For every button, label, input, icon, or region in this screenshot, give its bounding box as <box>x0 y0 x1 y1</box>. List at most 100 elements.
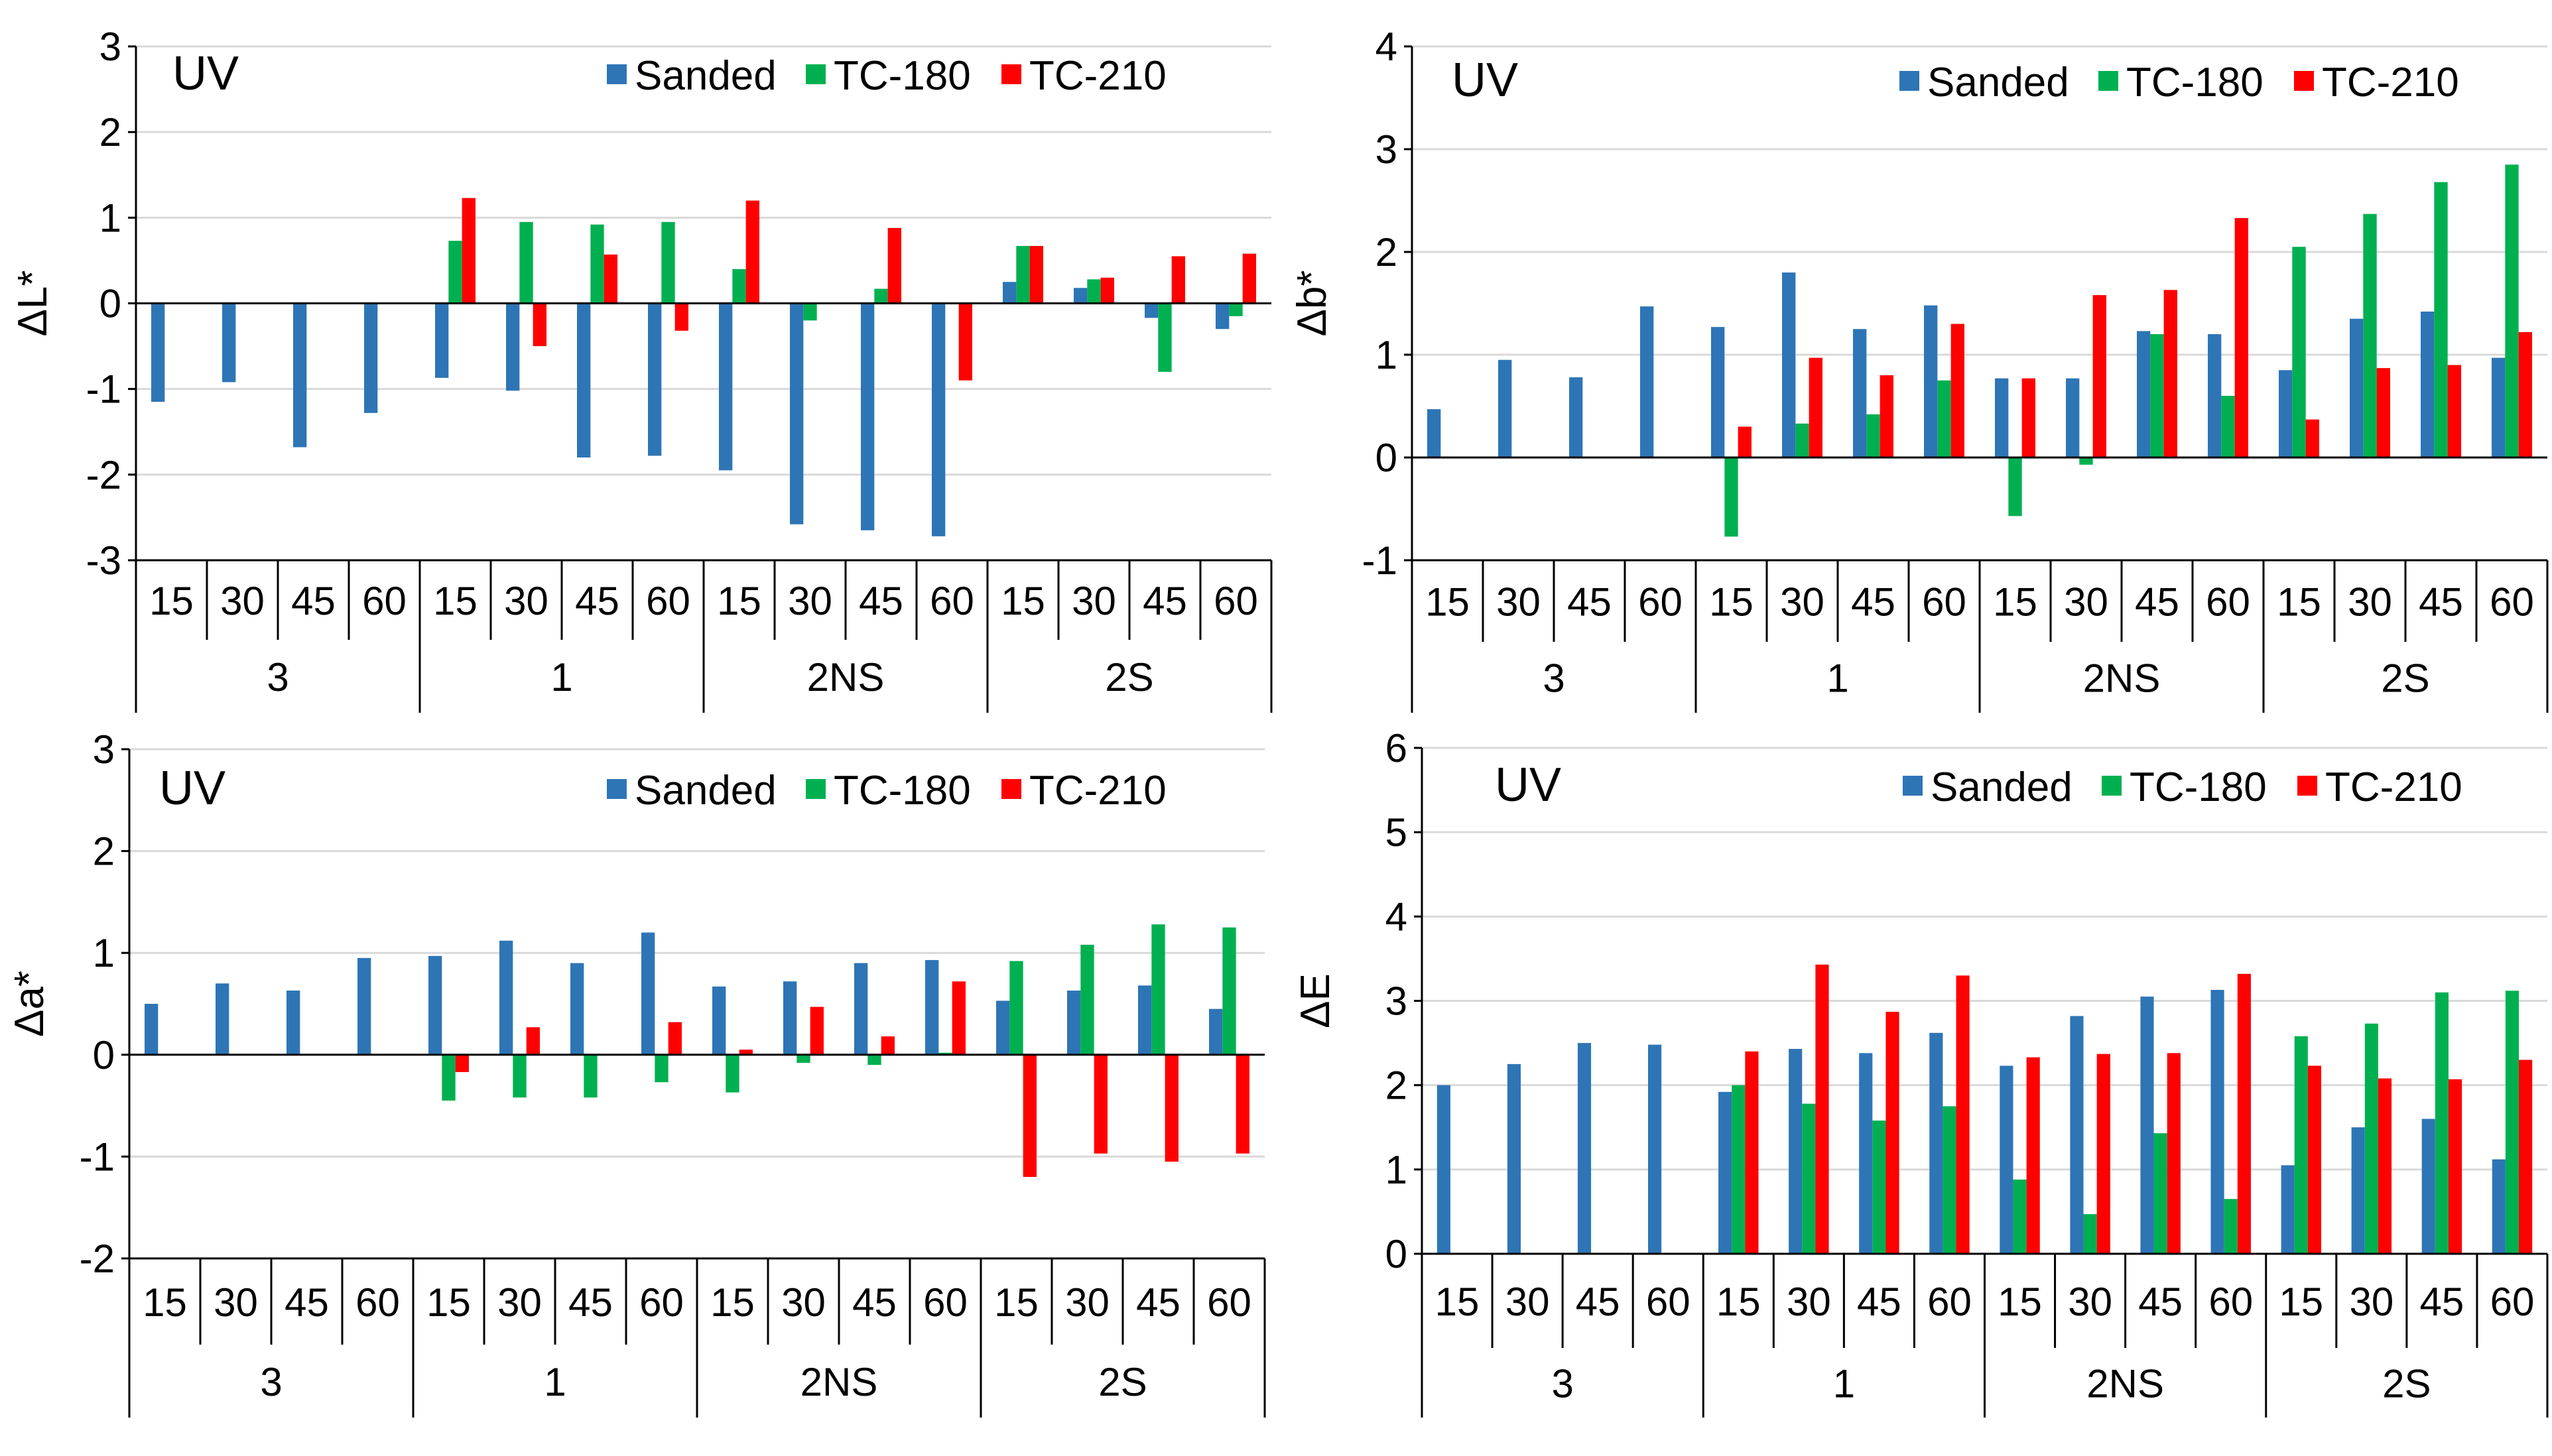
bar-sanded <box>783 981 797 1055</box>
bar-sanded <box>2492 1159 2506 1254</box>
bar-tc-210 <box>2519 1060 2533 1254</box>
y-tick-label: 1 <box>1385 1148 1407 1192</box>
bar-sanded <box>1711 327 1725 457</box>
bar-sanded <box>570 963 584 1055</box>
bar-tc-210 <box>1236 1054 1249 1154</box>
bar-tc-180 <box>2364 1023 2378 1254</box>
bar-tc-210 <box>2167 1053 2181 1254</box>
category-label: 45 <box>852 1280 897 1325</box>
bar-tc-210 <box>604 254 617 304</box>
bar-tc-210 <box>2376 368 2390 457</box>
bar-tc-180 <box>1080 944 1094 1055</box>
bar-sanded <box>145 1004 159 1055</box>
category-label: 30 <box>214 1280 258 1325</box>
bar-tc-180 <box>2435 992 2449 1254</box>
bar-sanded <box>2066 378 2080 457</box>
bar-tc-180 <box>1016 245 1030 304</box>
bar-sanded <box>854 963 868 1055</box>
bar-tc-210 <box>952 981 966 1055</box>
bar-tc-210 <box>2026 1057 2040 1254</box>
bar-tc-180 <box>1872 1121 1886 1254</box>
y-tick-label: 1 <box>1375 333 1397 377</box>
bar-tc-180 <box>1009 961 1023 1055</box>
bar-sanded <box>364 303 378 413</box>
legend-label: TC-180 <box>2130 764 2267 810</box>
y-tick-label: 2 <box>93 829 115 874</box>
legend-label: TC-210 <box>1029 53 1167 99</box>
bar-sanded <box>1216 303 1230 330</box>
legend-label: TC-210 <box>2325 764 2462 810</box>
group-label: 2NS <box>2086 1362 2164 1406</box>
y-tick-label: 4 <box>1385 894 1407 939</box>
bar-tc-180 <box>590 224 604 304</box>
y-axis-label: ΔL* <box>10 270 56 336</box>
bar-tc-180 <box>874 288 888 304</box>
legend-swatch-tc-210 <box>1001 779 1021 799</box>
bar-tc-180 <box>2434 182 2448 457</box>
legend-swatch-sanded <box>607 779 627 799</box>
bar-sanded <box>719 303 733 471</box>
bar-tc-210 <box>810 1006 824 1055</box>
legend-label: TC-180 <box>834 768 971 814</box>
bar-sanded <box>1718 1091 1732 1254</box>
bar-sanded <box>1067 991 1081 1055</box>
group-label: 3 <box>267 655 288 699</box>
bar-tc-210 <box>1815 964 1829 1254</box>
bar-sanded <box>641 932 655 1055</box>
bar-sanded <box>216 983 229 1055</box>
bar-tc-180 <box>1937 380 1951 457</box>
bar-tc-210 <box>1950 324 1964 457</box>
bar-tc-180 <box>1943 1106 1956 1254</box>
bar-sanded <box>1138 985 1152 1055</box>
group-label: 2NS <box>807 655 885 699</box>
chart-svg: -2 -1 0 1 2 3 Δa* 15 30 45 60 15 30 45 60 15 30 45 60 15 30 4… <box>7 728 1266 1418</box>
category-label: 15 <box>1993 580 2037 625</box>
category-label: 60 <box>1214 579 1258 623</box>
bar-sanded <box>2279 370 2293 457</box>
bar-tc-180 <box>867 1054 881 1065</box>
y-tick-label: -2 <box>80 1237 115 1281</box>
category-label: 30 <box>1065 1280 1110 1325</box>
category-label: 15 <box>1435 1280 1480 1324</box>
group-label: 3 <box>260 1360 282 1404</box>
group-label: 1 <box>544 1360 566 1404</box>
bar-tc-180 <box>1222 927 1236 1055</box>
legend-swatch-tc-210 <box>2297 776 2317 796</box>
bar-tc-210 <box>958 303 972 381</box>
bar-tc-180 <box>1151 924 1165 1055</box>
bar-tc-180 <box>584 1054 598 1098</box>
bar-tc-180 <box>2294 1036 2308 1254</box>
legend-label: TC-210 <box>2322 60 2459 105</box>
category-label: 30 <box>1072 579 1116 623</box>
category-label: 15 <box>710 1280 755 1325</box>
bar-tc-210 <box>1100 277 1114 304</box>
category-label: 60 <box>1927 1280 1972 1324</box>
category-label: 45 <box>2419 580 2463 625</box>
bar-tc-180 <box>2150 334 2164 457</box>
legend-swatch-tc-180 <box>806 64 826 84</box>
y-tick-label: 0 <box>1375 436 1397 480</box>
y-tick-label: 1 <box>93 931 115 975</box>
category-label: 45 <box>1576 1280 1620 1324</box>
category-label: 30 <box>2349 1280 2393 1324</box>
bar-sanded <box>435 303 449 378</box>
bar-tc-180 <box>1158 303 1172 372</box>
bar-sanded <box>1498 359 1512 457</box>
legend-label: TC-180 <box>2126 60 2264 105</box>
bar-tc-180 <box>797 1054 810 1063</box>
category-label: 60 <box>1207 1280 1251 1325</box>
group-label: 1 <box>1826 656 1848 701</box>
category-label: 30 <box>2348 580 2392 625</box>
bar-sanded <box>2421 311 2435 457</box>
y-tick-label: -1 <box>1362 538 1397 583</box>
category-label: 60 <box>1638 580 1683 625</box>
group-label: 3 <box>1551 1362 1573 1406</box>
category-label: 60 <box>1922 580 1966 625</box>
bar-sanded <box>925 959 939 1055</box>
bar-tc-180 <box>1087 279 1101 304</box>
chart-delta-e: 0 1 2 3 4 5 6 ΔE 15 30 45 60 15 30 45 60 15 30 45 60 15 30 45 6… <box>1276 728 2552 1456</box>
y-tick-label: 1 <box>99 196 121 240</box>
category-label: 30 <box>1787 1280 1831 1324</box>
bar-sanded <box>932 303 946 536</box>
category-label: 45 <box>2420 1280 2464 1324</box>
